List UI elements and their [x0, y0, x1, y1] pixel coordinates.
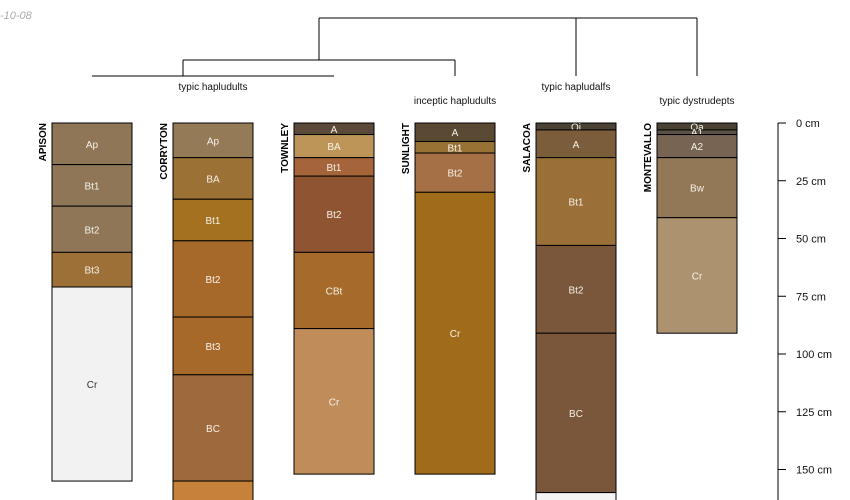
- profile-townley: TOWNLEY A BA Bt1 Bt2 CBt Cr: [280, 122, 375, 475]
- depth-tick-label: 75 cm: [796, 291, 826, 303]
- horizon-unnamed: [535, 492, 617, 500]
- horizon-label: Bt1: [205, 216, 220, 227]
- profile-name: TOWNLEY: [280, 123, 291, 173]
- horizon-label: BA: [206, 174, 220, 185]
- horizon-label: A1: [691, 128, 704, 139]
- horizon-bt3: [51, 251, 133, 288]
- taxon-label-typic-hapludalfs: typic hapludalfs: [542, 82, 611, 93]
- taxon-label-typic-dystrudepts: typic dystrudepts: [659, 96, 734, 107]
- horizon-bc: [172, 374, 254, 482]
- horizon-bt3: [172, 316, 254, 376]
- horizon-label: Oa: [690, 122, 704, 133]
- profile-name: APISON: [38, 123, 49, 161]
- horizon-label: BA: [327, 142, 341, 153]
- taxon-labels: typic hapludults inceptic hapludults typ…: [179, 82, 735, 107]
- horizon-label: Bt1: [447, 143, 462, 154]
- soil-profiles: APISON Ap Bt1 Bt2 Bt3 Cr CORRYTON Ap BA Bt1 Bt2 Bt3…: [38, 122, 738, 500]
- profile-name: MONTEVALLO: [643, 123, 654, 192]
- horizon-bt2: [414, 152, 496, 193]
- profile-name: SUNLIGHT: [401, 123, 412, 174]
- horizon-label: CBt: [326, 286, 343, 297]
- horizon-label: Cr: [329, 397, 340, 408]
- depth-tick-label: 0 cm: [796, 118, 820, 130]
- depth-tick-label: 50 cm: [796, 234, 826, 246]
- profile-corryton: CORRYTON Ap BA Bt1 Bt2 Bt3 BC: [159, 122, 254, 500]
- horizon-bt1: [172, 198, 254, 242]
- profile-apison: APISON Ap Bt1 Bt2 Bt3 Cr: [38, 122, 133, 482]
- horizon-bt2: [51, 205, 133, 253]
- horizon-label: Cr: [450, 329, 461, 340]
- depth-axis: 0 cm 25 cm 50 cm 75 cm 100 cm 125 cm 150 cm: [777, 118, 832, 500]
- profile-salacoa: SALACOA Oi A Bt1 Bt2 BC: [522, 122, 617, 500]
- horizon-ap: [51, 122, 133, 166]
- taxon-label-inceptic-hapludults: inceptic hapludults: [414, 96, 496, 107]
- horizon-label: BC: [569, 409, 583, 420]
- horizon-label: Oi: [571, 122, 581, 133]
- horizon-label: A: [331, 125, 338, 136]
- horizon-unnamed: [172, 480, 254, 500]
- horizon-label: Ap: [86, 140, 99, 151]
- horizon-label: Bt1: [568, 198, 583, 209]
- horizon-label: Bt1: [326, 163, 341, 174]
- depth-tick-label: 25 cm: [796, 176, 826, 188]
- horizon-cbt: [293, 251, 375, 330]
- horizon-ba: [172, 157, 254, 200]
- horizon-label: Bw: [690, 184, 705, 195]
- horizon-label: A: [573, 140, 580, 151]
- horizon-label: Cr: [692, 271, 703, 282]
- depth-tick-label: 100 cm: [796, 349, 832, 361]
- horizon-bt1: [535, 157, 617, 246]
- horizon-label: Ap: [207, 136, 220, 147]
- horizon-label: Cr: [87, 380, 98, 391]
- horizon-label: Bt3: [84, 266, 99, 277]
- horizon-bt2: [535, 244, 617, 334]
- profile-name: SALACOA: [522, 123, 533, 172]
- taxon-label-typic-hapludults: typic hapludults: [179, 82, 248, 93]
- depth-tick-label: 125 cm: [796, 407, 832, 419]
- horizon-cr: [656, 217, 738, 334]
- horizon-label: BC: [206, 424, 220, 435]
- horizon-cr: [293, 328, 375, 475]
- horizon-label: Bt1: [84, 181, 99, 192]
- depth-tick-label: 150 cm: [796, 465, 832, 477]
- horizon-cr: [414, 191, 496, 475]
- horizon-bw: [656, 157, 738, 219]
- horizon-label: Bt2: [326, 210, 341, 221]
- horizon-cr: [51, 286, 133, 482]
- horizon-label: Bt2: [447, 169, 462, 180]
- horizon-label: Bt2: [568, 285, 583, 296]
- horizon-label: A: [452, 128, 459, 139]
- horizon-ap: [172, 122, 254, 159]
- horizon-label: Bt2: [84, 225, 99, 236]
- horizon-bt2: [293, 175, 375, 253]
- dendrogram: [92, 17, 698, 77]
- horizon-label: A2: [691, 142, 704, 153]
- profile-sunlight: SUNLIGHT A Bt1 Bt2 Cr: [401, 122, 496, 475]
- horizon-label: Bt3: [205, 342, 220, 353]
- horizon-a: [535, 129, 617, 159]
- profile-name: CORRYTON: [159, 123, 170, 180]
- corner-date-text: -10-08: [0, 10, 33, 22]
- horizon-label: Bt2: [205, 275, 220, 286]
